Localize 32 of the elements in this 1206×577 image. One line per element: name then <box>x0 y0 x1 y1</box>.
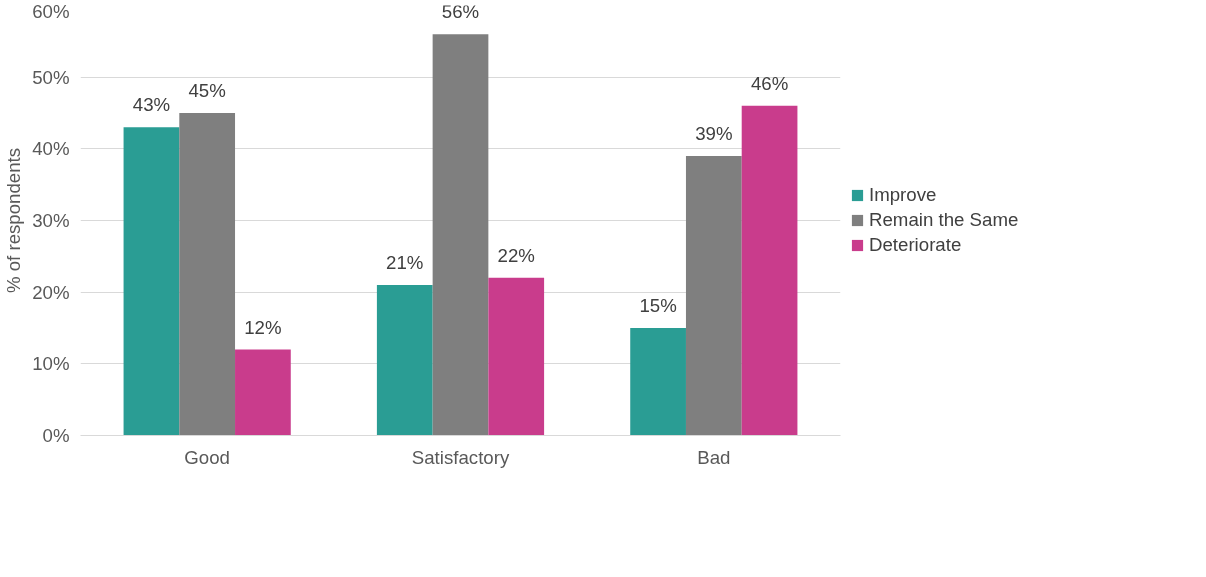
bar <box>741 105 798 436</box>
x-tick-label: Bad <box>697 446 731 468</box>
bar <box>179 113 236 436</box>
bar <box>235 349 291 436</box>
bar <box>376 285 433 436</box>
data-label: 15% <box>639 295 677 316</box>
bar <box>123 127 180 436</box>
data-label: 46% <box>750 72 789 94</box>
bar <box>630 328 686 436</box>
legend-label: Improve <box>869 184 937 206</box>
data-label: 22% <box>497 244 535 266</box>
y-tick-label: 10% <box>32 353 70 375</box>
y-tick-label: 20% <box>32 281 70 303</box>
bar <box>685 156 742 436</box>
x-tick-label: Good <box>184 446 230 468</box>
y-axis-title: % of respondents <box>3 147 25 294</box>
legend-label: Remain the Same <box>869 209 1019 231</box>
y-tick-label: 30% <box>32 210 70 231</box>
data-label: 12% <box>244 316 282 338</box>
x-tick-label: Satisfactory <box>411 446 510 468</box>
legend-label: Deteriorate <box>869 234 962 256</box>
bar <box>432 34 489 436</box>
data-label: 39% <box>695 123 733 144</box>
data-label: 21% <box>386 252 424 273</box>
bar <box>488 277 545 436</box>
data-label: 45% <box>188 80 226 101</box>
y-tick-label: 60% <box>32 0 70 22</box>
y-tick-label: 40% <box>32 138 70 160</box>
y-tick-label: 0% <box>42 425 70 446</box>
y-tick-label: 50% <box>32 66 70 88</box>
data-label: 56% <box>441 1 480 23</box>
data-label: 43% <box>132 94 171 116</box>
